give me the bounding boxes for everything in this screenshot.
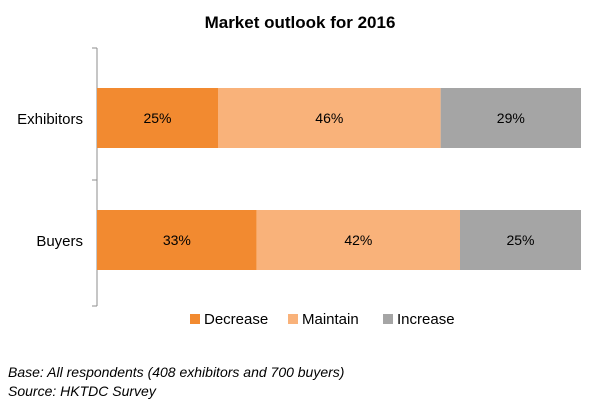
- legend-label: Decrease: [204, 311, 268, 328]
- data-label: 33%: [163, 232, 191, 248]
- bar-segment: [97, 210, 257, 270]
- data-label: 42%: [344, 232, 372, 248]
- bar-segment: [97, 88, 218, 148]
- category-label: Exhibitors: [17, 111, 83, 128]
- legend-swatch: [383, 314, 393, 324]
- chart-title: Market outlook for 2016: [205, 13, 396, 32]
- bar-segment: [256, 210, 460, 270]
- base-note: Base: All respondents (408 exhibitors an…: [8, 364, 345, 380]
- data-label: 25%: [143, 110, 171, 126]
- bar-segment: [440, 88, 581, 148]
- data-label: 25%: [506, 232, 534, 248]
- source-note: Source: HKTDC Survey: [8, 383, 156, 399]
- legend-label: Increase: [397, 311, 455, 328]
- category-label: Buyers: [36, 233, 83, 250]
- bar-segment: [218, 88, 441, 148]
- bar-segment: [460, 210, 581, 270]
- legend-label: Maintain: [302, 311, 359, 328]
- data-label: 46%: [315, 110, 343, 126]
- data-label: 29%: [497, 110, 525, 126]
- legend-swatch: [190, 314, 200, 324]
- legend-swatch: [288, 314, 298, 324]
